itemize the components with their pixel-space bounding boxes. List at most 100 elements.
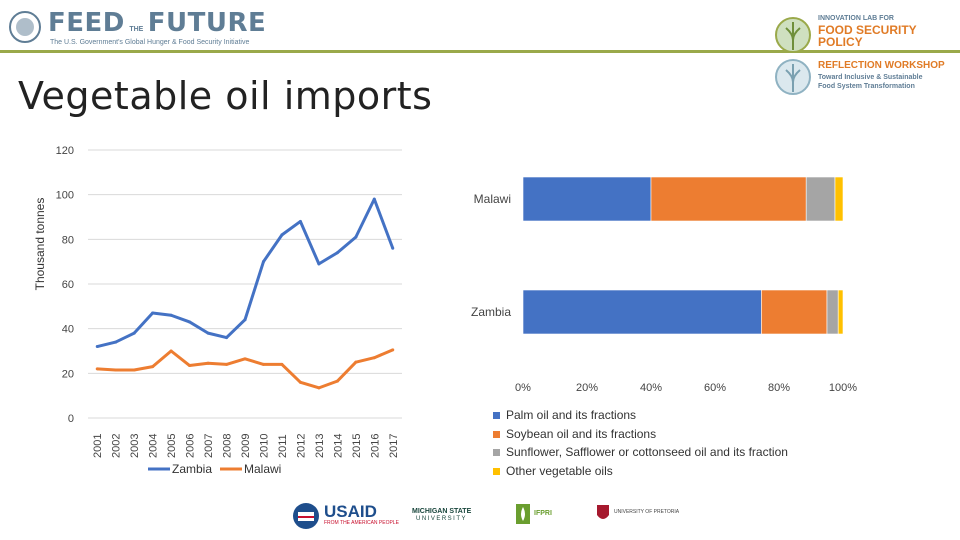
x-tick-label: 2015 (351, 434, 363, 458)
data-point-malawi (354, 360, 358, 364)
ftf-word-right: FUTURE (147, 8, 267, 38)
x-tick-label: 2014 (332, 434, 344, 458)
data-point-malawi (280, 362, 284, 366)
category-label-malawi: Malawi (474, 192, 511, 206)
lab-line1: INNOVATION LAB FOR (818, 15, 894, 22)
data-point-zambia (188, 320, 192, 324)
workshop-sub2: Food System Transformation (818, 83, 915, 90)
x-tick-label: 2003 (129, 434, 141, 458)
data-point-malawi (132, 368, 136, 372)
legend-swatch (493, 430, 500, 438)
y-tick-label: 60 (62, 279, 74, 291)
series-line-zambia (96, 197, 395, 348)
legend-label: Sunflower, Safflower or cottonseed oil a… (506, 445, 788, 459)
data-point-malawi (372, 356, 376, 360)
legend-swatch (493, 467, 500, 475)
data-point-zambia (335, 251, 339, 255)
x-tick-label: 0% (515, 382, 531, 394)
y-tick-label: 40 (62, 324, 74, 336)
data-point-malawi (243, 357, 247, 361)
ftf-tagline: The U.S. Government's Global Hunger & Fo… (50, 39, 250, 46)
x-tick-label: 2007 (203, 434, 215, 458)
data-point-malawi (298, 380, 302, 384)
x-tick-label: 80% (768, 382, 790, 394)
workshop-sub1: Toward Inclusive & Sustainable (818, 74, 923, 81)
page-title: Vegetable oil imports (18, 74, 433, 118)
data-point-zambia (151, 311, 155, 315)
series-line-malawi (97, 348, 394, 390)
bar-segment-malawi (650, 176, 807, 222)
x-tick-label: 2012 (295, 434, 307, 458)
x-tick-label: 2013 (314, 434, 326, 458)
data-point-zambia (132, 331, 136, 335)
data-point-zambia (391, 246, 395, 250)
legend-item: Soybean oil and its fractions (493, 425, 788, 444)
y-tick-label: 20 (62, 368, 74, 380)
sponsor-logos: USAID FROM THE AMERICAN PEOPLE MICHIGAN … (290, 500, 690, 534)
x-tick-label: 2006 (185, 434, 197, 458)
data-point-zambia (243, 318, 247, 322)
stacked-bar-chart: Malawi Zambia 0% 20% 40% 60% 80% 100% (471, 176, 857, 394)
x-tick-label: 2001 (92, 434, 104, 458)
data-point-zambia (354, 235, 358, 239)
lab-line2b: POLICY (818, 35, 863, 49)
us-seal-icon (9, 11, 41, 43)
legend-item: Other vegetable oils (493, 462, 788, 481)
x-tick-label: 100% (829, 382, 857, 394)
ifpri-leaf-icon (516, 504, 530, 524)
msu-subline: UNIVERSITY (416, 516, 468, 522)
data-point-malawi (95, 367, 99, 371)
up-wordmark: UNIVERSITY OF PRETORIA (614, 509, 680, 515)
x-tick-label: 60% (704, 382, 726, 394)
x-tick-label: 2008 (222, 434, 234, 458)
legend-label-zambia: Zambia (172, 462, 212, 476)
data-point-zambia (298, 219, 302, 223)
y-tick-label: 80 (62, 234, 74, 246)
bar-segment-malawi (805, 176, 836, 222)
x-tick-label: 2010 (258, 434, 270, 458)
bar-chart-legend: Palm oil and its fractions Soybean oil an… (493, 406, 788, 480)
data-point-zambia (261, 260, 265, 264)
legend-item: Palm oil and its fractions (493, 406, 788, 425)
bar-segment-zambia (826, 289, 839, 335)
x-tick-label: 20% (576, 382, 598, 394)
data-point-zambia (114, 340, 118, 344)
bar-segment-zambia (837, 289, 844, 335)
data-point-zambia (169, 313, 173, 317)
bar-segment-zambia (761, 289, 828, 335)
y-tick-label: 120 (56, 145, 74, 157)
legend-swatch (493, 412, 500, 420)
ftf-word-the: THE (129, 26, 144, 33)
y-axis-label: Thousand tonnes (33, 198, 47, 291)
bar-segment-malawi (834, 176, 844, 222)
y-tick-label: 0 (68, 413, 74, 425)
wheat-globe-icon (775, 17, 811, 53)
bar-segment-zambia (522, 289, 762, 335)
data-point-zambia (95, 345, 99, 349)
x-tick-label: 2002 (111, 434, 123, 458)
data-point-malawi (391, 348, 395, 352)
usaid-subline: FROM THE AMERICAN PEOPLE (324, 520, 399, 526)
usaid-seal-icon (293, 503, 319, 529)
legend-label: Soybean oil and its fractions (506, 426, 657, 441)
data-point-malawi (188, 364, 192, 368)
lab-line2a: FOOD SECURITY (818, 23, 917, 37)
header-divider (0, 50, 960, 53)
data-point-malawi (335, 379, 339, 383)
y-tick-label: 100 (56, 190, 74, 202)
legend-label: Palm oil and its fractions (506, 408, 637, 422)
workshop-title: REFLECTION WORKSHOP (818, 60, 945, 71)
x-tick-label: 2004 (148, 434, 160, 458)
ftf-word-left: FEED (48, 8, 125, 38)
x-tick-label: 2017 (388, 434, 400, 458)
usaid-wordmark: USAID (324, 502, 377, 521)
up-crest-icon (597, 505, 609, 519)
data-point-malawi (317, 386, 321, 390)
x-tick-label: 2005 (166, 434, 178, 458)
bar-segment-malawi (522, 176, 652, 222)
legend-swatch (493, 449, 500, 457)
data-point-zambia (317, 262, 321, 266)
data-point-malawi (206, 361, 210, 365)
data-point-malawi (114, 368, 118, 372)
legend-label: Other vegetable oils (506, 463, 613, 478)
